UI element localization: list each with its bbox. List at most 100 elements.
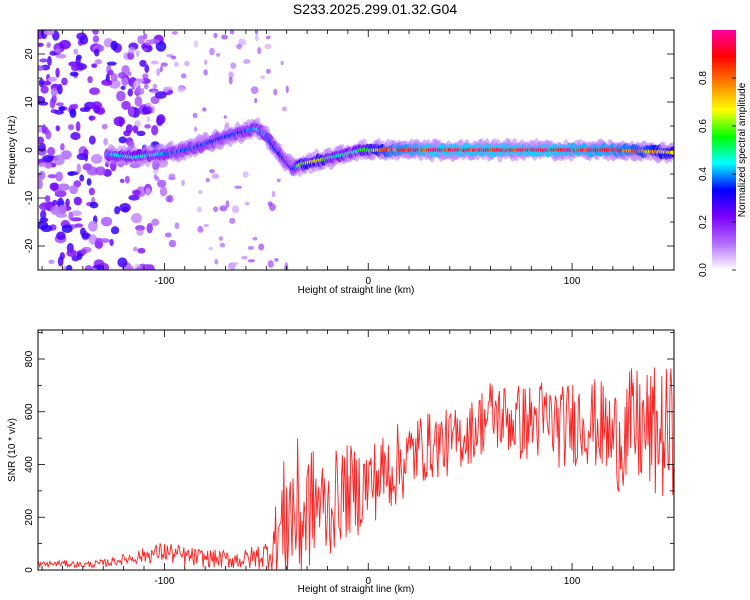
heatmap-speckle (228, 76, 233, 85)
heatmap-speckle (194, 126, 198, 132)
heatmap-speckle (73, 48, 79, 55)
heatmap-speckle (60, 143, 65, 151)
heatmap-speckle (55, 67, 60, 78)
heatmap-speckle (214, 258, 219, 265)
heatmap-speckle (94, 59, 102, 65)
heatmap-speckle (59, 39, 71, 50)
heatmap-speckle (55, 102, 64, 107)
heatmap-speckle (100, 216, 113, 227)
heatmap-speckle (170, 55, 177, 60)
heatmap-speckle (144, 124, 151, 129)
heatmap-speckle (202, 107, 207, 112)
heatmap-speckle (67, 171, 80, 176)
heatmap-speckle (50, 88, 58, 97)
heatmap-speckle (55, 53, 67, 59)
heatmap-speckle (66, 264, 73, 270)
heatmap-speckle (209, 169, 215, 174)
heatmap-speckle (91, 63, 98, 68)
heatmap-speckle (247, 246, 255, 250)
heatmap-speckle (110, 40, 118, 51)
heatmap-speckle (118, 136, 127, 144)
heatmap-speckle (150, 60, 159, 65)
heatmap-speckle (128, 106, 135, 117)
heatmap-speckle (168, 239, 177, 248)
heatmap-speckle (127, 265, 135, 270)
heatmap-speckle (242, 59, 251, 64)
heatmap-speckle (136, 49, 140, 58)
heatmap-speckle (198, 190, 203, 195)
heatmap-speckle (90, 153, 103, 164)
heatmap-speckle (116, 90, 126, 102)
heatmap-speckle (254, 30, 259, 35)
heatmap-speckle (133, 264, 141, 268)
heatmap-speckle (242, 171, 249, 178)
heatmap-speckle (52, 199, 58, 206)
heatmap-speckle (241, 255, 248, 260)
colorbar-label: Normalized spectral amplitude (737, 82, 748, 217)
heatmap-speckle (110, 73, 118, 82)
heatmap-speckle (120, 85, 126, 91)
heatmap-speckle (88, 187, 95, 196)
heatmap-speckle (57, 256, 64, 267)
heatmap-speckle (56, 231, 66, 240)
colorbar-tick-label: 0.4 (698, 167, 709, 181)
heatmap-speckle (147, 105, 152, 111)
heatmap-speckle (205, 178, 210, 183)
top-y-tick-label: -20 (24, 238, 35, 253)
heatmap-speckle (284, 262, 289, 270)
heatmap-speckle (86, 178, 92, 186)
heatmap-speckle (209, 47, 215, 56)
colorbar-gradient (712, 30, 736, 270)
heatmap-speckle (49, 97, 56, 109)
top-y-tick-label: 20 (24, 48, 35, 60)
bottom-y-tick-label: 200 (24, 508, 35, 525)
colorbar-tick-label: 0.2 (698, 215, 709, 229)
heatmap-speckle (38, 42, 44, 47)
heatmap-speckle (211, 173, 220, 179)
heatmap-speckle (71, 65, 80, 72)
heatmap-speckle (145, 39, 153, 46)
heatmap-speckle (159, 65, 163, 73)
heatmap-speckle (137, 247, 146, 254)
heatmap-speckle (38, 202, 51, 211)
heatmap-speckle (119, 202, 131, 213)
heatmap-speckle (152, 169, 159, 174)
heatmap-speckle (134, 96, 143, 107)
heatmap-speckle (70, 217, 82, 222)
heatmap-speckle (167, 194, 174, 203)
heatmap-speckle (88, 135, 96, 145)
heatmap-speckle (234, 185, 242, 189)
heatmap-speckle (231, 205, 240, 214)
heatmap-speckle (93, 105, 100, 114)
heatmap-speckle (92, 35, 100, 43)
heatmap-speckle (87, 220, 98, 232)
colorbar: 0.0 0.2 0.4 0.6 0.8 Normalized spectral ampl… (698, 30, 748, 277)
heatmap-speckle (101, 79, 113, 86)
heatmap-speckle (80, 227, 86, 236)
heatmap-speckle (219, 205, 228, 212)
heatmap-speckle (41, 124, 47, 134)
heatmap-speckle (69, 185, 79, 195)
heatmap-speckle (38, 101, 49, 106)
heatmap-speckle (156, 114, 166, 125)
heatmap-speckle (204, 59, 208, 66)
heatmap-speckle (192, 112, 198, 119)
heatmap-speckle (74, 223, 84, 228)
heatmap-speckle (203, 223, 210, 228)
heatmap-speckle (55, 171, 63, 182)
heatmap-speckle (86, 166, 99, 176)
heatmap-speckle (230, 62, 237, 69)
heatmap-speckle (196, 206, 203, 213)
heatmap-speckle (136, 228, 144, 236)
heatmap-speckle (101, 123, 108, 130)
heatmap-speckle (276, 178, 281, 183)
heatmap-speckle (146, 222, 153, 234)
heatmap-speckle (273, 88, 278, 96)
heatmap-speckle (88, 87, 101, 95)
heatmap-speckle (92, 30, 99, 35)
heatmap-speckle (76, 163, 81, 174)
bottom-x-tick-label: 100 (564, 576, 581, 587)
heatmap-speckle (137, 35, 145, 45)
heatmap-speckle (177, 86, 185, 93)
heatmap-speckle (260, 75, 266, 80)
